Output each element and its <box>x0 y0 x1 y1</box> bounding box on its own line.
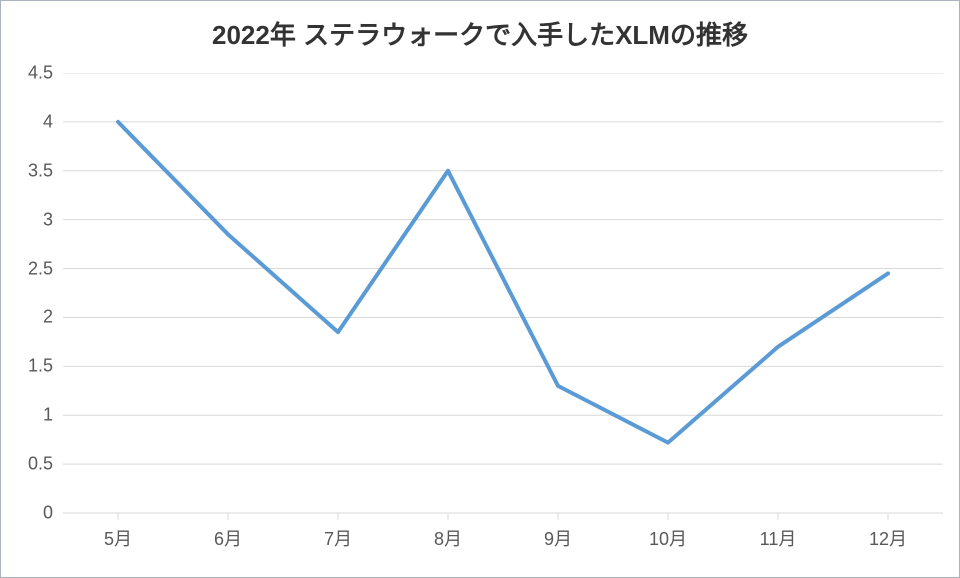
x-axis-tick-label: 6月 <box>214 525 242 551</box>
y-axis-tick-label: 0.5 <box>1 454 53 475</box>
y-axis-tick-label: 3 <box>1 209 53 230</box>
y-axis-tick-label: 4 <box>1 111 53 132</box>
line-chart-svg <box>63 73 943 520</box>
y-axis-tick-label: 2 <box>1 307 53 328</box>
chart-container: 2022年 ステラウォークで入手したXLMの推移 0 0.5 1 1.5 2 2.5 3 3.… <box>0 0 960 578</box>
y-axis-tick-label: 3.5 <box>1 160 53 181</box>
x-axis-tick-label: 12月 <box>869 525 907 551</box>
plot-area <box>63 73 943 513</box>
y-axis-tick-label: 0 <box>1 503 53 524</box>
x-axis-tick-label: 7月 <box>324 525 352 551</box>
x-axis-tick-label: 8月 <box>434 525 462 551</box>
chart-title: 2022年 ステラウォークで入手したXLMの推移 <box>1 15 959 52</box>
y-axis-tick-label: 1.5 <box>1 356 53 377</box>
x-axis-tick-label: 9月 <box>544 525 572 551</box>
x-axis-tick-label: 10月 <box>649 525 687 551</box>
y-axis-tick-label: 4.5 <box>1 63 53 84</box>
x-axis-tick-label: 11月 <box>760 525 797 551</box>
y-axis-tick-label: 2.5 <box>1 258 53 279</box>
y-axis-tick-label: 1 <box>1 405 53 426</box>
x-axis-tick-label: 5月 <box>104 525 132 551</box>
